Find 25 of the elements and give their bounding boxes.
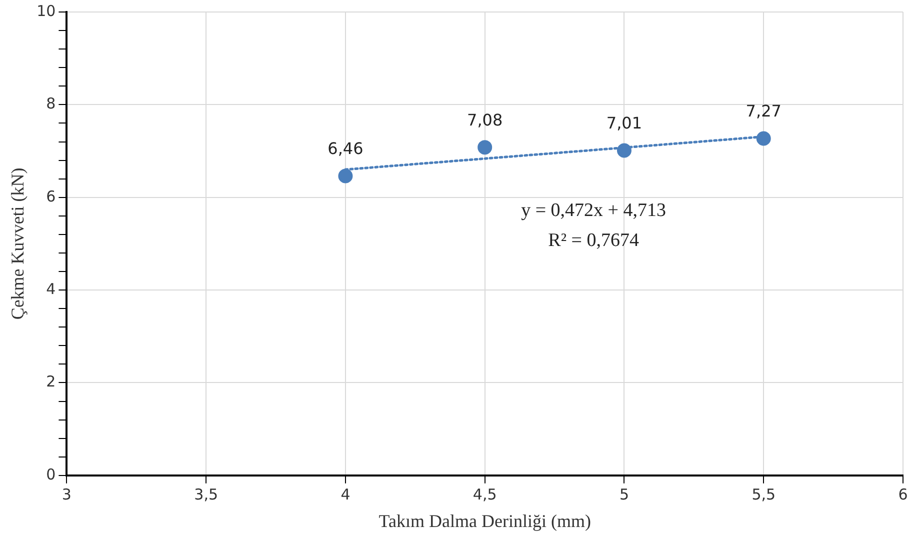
annotation: y = 0,472x + 4,713 [521,200,666,222]
x-tick-label: 4 [340,485,350,504]
point [616,143,632,158]
x-tick-label: 3 [62,485,72,504]
x-tick-label: 4,5 [472,485,497,504]
annotation: R² = 0,7674 [548,230,640,252]
y-tick-label: 0 [46,465,56,484]
data-label: 7,01 [606,114,642,133]
y-axis-title: Çekme Kuvveti (kN) [8,168,28,320]
point [478,140,492,155]
y-tick-label: 8 [46,94,56,113]
y-tick-label: 6 [46,187,56,206]
data-label: 7,27 [746,102,782,121]
point [756,131,771,146]
y-tick-label: 10 [36,2,56,20]
x-tick-label: 5,5 [752,485,776,504]
x-tick-label: 3,5 [194,485,218,504]
x-tick-label: 6 [898,485,908,504]
data-label: 7,08 [467,110,503,130]
x-axis-title: Takım Dalma Derinliği (mm) [378,510,591,531]
x-tick-label: 5 [619,485,629,504]
point [338,168,353,184]
data-label: 6,46 [328,139,364,158]
y-tick-label: 2 [46,372,56,391]
y-tick-label: 4 [46,280,56,298]
